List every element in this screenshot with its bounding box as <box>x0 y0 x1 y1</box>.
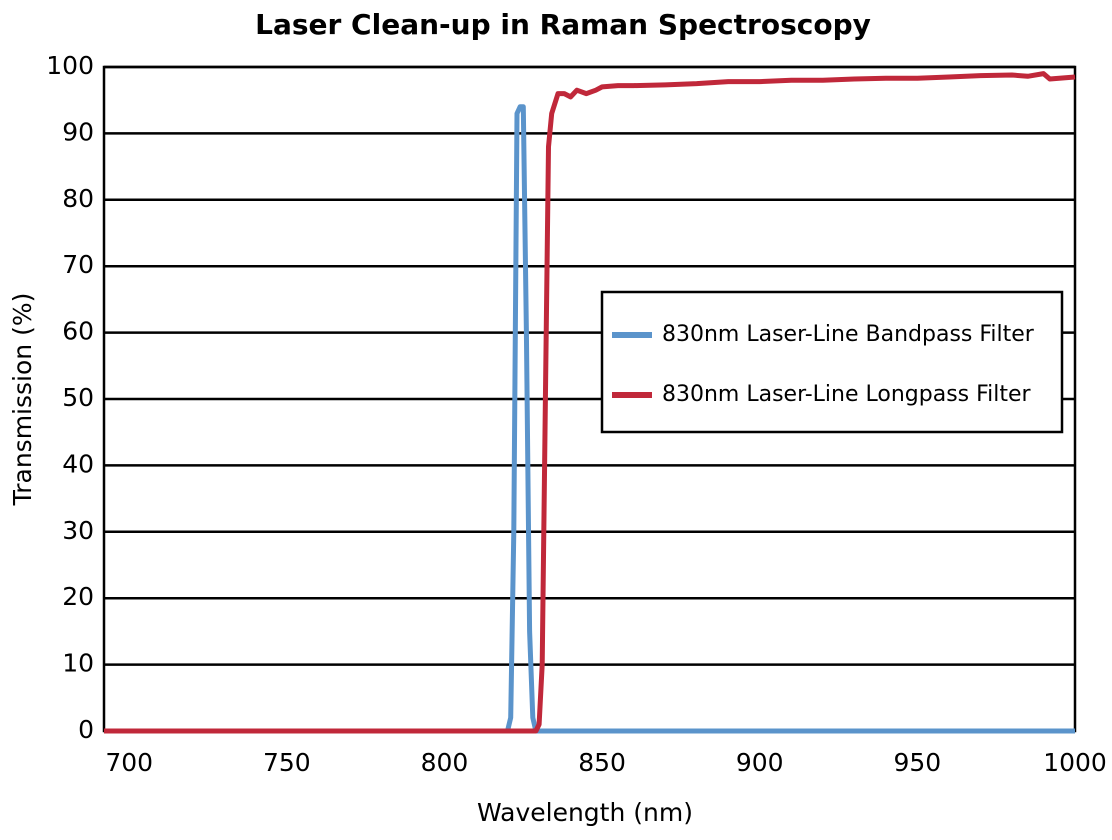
x-tick-label: 950 <box>894 748 942 777</box>
x-tick-label: 900 <box>736 748 784 777</box>
x-axis-label: Wavelength (nm) <box>477 798 693 827</box>
y-tick-label: 0 <box>78 715 94 744</box>
y-tick-label: 100 <box>46 51 94 80</box>
legend-label: 830nm Laser-Line Bandpass Filter <box>662 322 1035 347</box>
x-tick-label: 700 <box>105 748 153 777</box>
y-tick-label: 30 <box>62 516 94 545</box>
x-tick-label: 1000 <box>1043 748 1107 777</box>
legend-box <box>600 290 1064 434</box>
series-line <box>104 71 1076 734</box>
x-tick-label: 750 <box>263 748 311 777</box>
x-tick-label: 850 <box>578 748 626 777</box>
y-axis-label: Transmission (%) <box>8 293 37 507</box>
y-tick-label: 50 <box>62 383 94 412</box>
x-tick-label: 800 <box>421 748 469 777</box>
y-tick-label: 90 <box>62 117 94 146</box>
y-tick-label: 70 <box>62 250 94 279</box>
y-tick-label: 60 <box>62 317 94 346</box>
legend-label: 830nm Laser-Line Longpass Filter <box>662 382 1032 407</box>
chart-title: Laser Clean-up in Raman Spectroscopy <box>255 8 871 41</box>
y-tick-label: 20 <box>62 582 94 611</box>
y-tick-label: 80 <box>62 184 94 213</box>
series-line <box>104 104 1075 734</box>
y-tick-label: 40 <box>62 449 94 478</box>
y-tick-label: 10 <box>62 649 94 678</box>
